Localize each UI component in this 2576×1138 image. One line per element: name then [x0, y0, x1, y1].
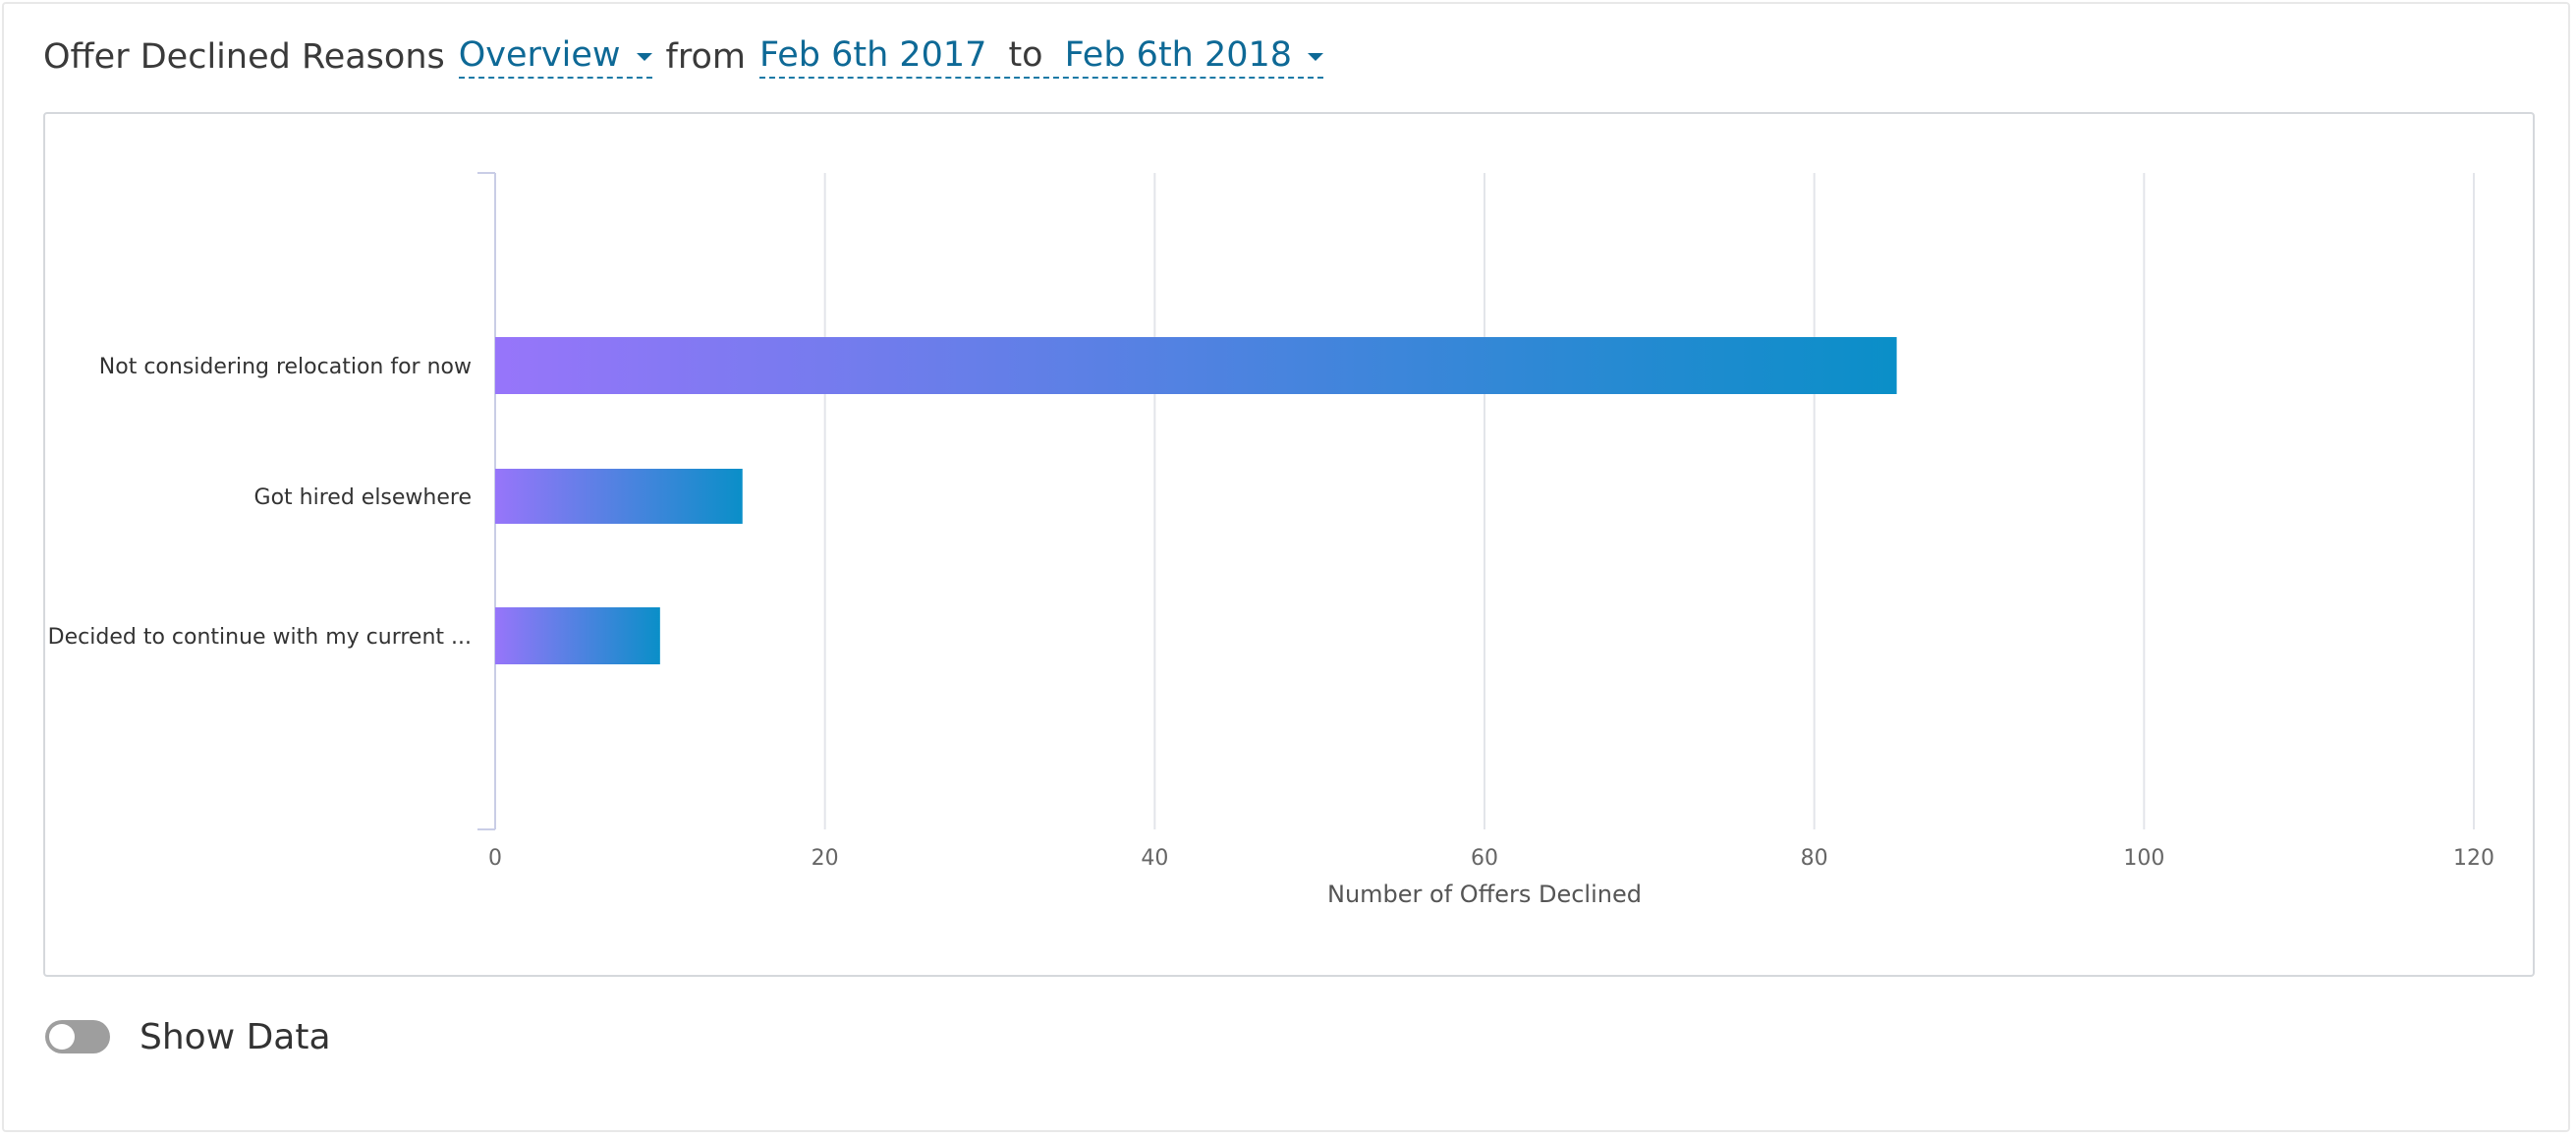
y-category-label: Got hired elsewhere — [254, 485, 472, 510]
view-dropdown[interactable]: Overview — [458, 35, 652, 79]
x-tick-label: 120 — [2453, 846, 2494, 871]
x-tick-label: 20 — [812, 846, 839, 871]
report-header: Offer Declined Reasons Overview from Feb… — [43, 28, 1324, 86]
bar-chart: 0 20 40 60 80 100 120 Not considering relocatio… — [48, 172, 2494, 908]
caret-down-icon — [1308, 53, 1324, 61]
caret-down-icon — [636, 53, 652, 61]
bar[interactable] — [495, 607, 660, 664]
date-to-label: Feb 6th 2018 — [1064, 35, 1293, 75]
show-data-row: Show Data — [45, 1012, 331, 1061]
x-tick-label: 60 — [1471, 846, 1498, 871]
y-category-label: Not considering relocation for now — [99, 355, 472, 379]
bar[interactable] — [495, 469, 743, 524]
x-tick-label: 80 — [1801, 846, 1828, 871]
chart-panel: 0 20 40 60 80 100 120 Not considering relocatio… — [43, 112, 2535, 977]
x-tick-label: 0 — [488, 846, 502, 871]
bar[interactable] — [495, 337, 1897, 394]
report-title: Offer Declined Reasons — [43, 37, 445, 77]
x-tick-label: 40 — [1141, 846, 1168, 871]
x-tick-label: 100 — [2123, 846, 2164, 871]
date-range-dropdown[interactable]: Feb 6th 2017 to Feb 6th 2018 — [758, 35, 1324, 79]
date-from-label: Feb 6th 2017 — [758, 35, 987, 75]
x-axis-title: Number of Offers Declined — [1327, 881, 1642, 908]
view-dropdown-label: Overview — [458, 35, 621, 75]
to-label: to — [1008, 35, 1043, 75]
show-data-toggle[interactable] — [45, 1020, 110, 1053]
toggle-knob — [49, 1024, 75, 1050]
from-label: from — [665, 37, 746, 77]
show-data-label: Show Data — [140, 1016, 331, 1057]
y-category-label: Decided to continue with my current ... — [48, 625, 472, 650]
